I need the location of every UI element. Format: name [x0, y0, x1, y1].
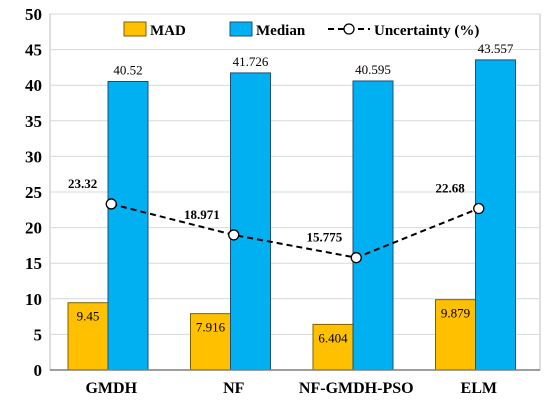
legend-marker-uncertainty [343, 23, 355, 35]
y-tick-label-30: 30 [25, 147, 42, 166]
y-tick-label-45: 45 [25, 41, 42, 60]
y-tick-label-0: 0 [34, 361, 43, 380]
data-labels: 9.45 40.52 7.916 41.726 6.404 40.595 9.879 43.5… [68, 41, 514, 346]
label-median-elm: 43.557 [478, 41, 514, 56]
bar-mad-elm [435, 299, 476, 371]
label-mad-elm: 9.879 [441, 306, 470, 321]
y-tick-label-20: 20 [25, 219, 42, 238]
bars [67, 59, 516, 371]
uncertainty-series-line [111, 202, 480, 259]
legend-label-mad: MAD [150, 23, 186, 39]
label-uncertainty-nf-gmdh-pso: 15.775 [307, 230, 343, 245]
bar-mad-nf [190, 313, 231, 371]
label-mad-nf-gmdh-pso: 6.404 [318, 330, 348, 345]
y-tick-label-5: 5 [34, 325, 43, 344]
label-uncertainty-nf: 18.971 [184, 207, 220, 222]
x-tick-label-nf-gmdh-pso: NF-GMDH-PSO [299, 380, 414, 397]
legend-label-uncertainty: Uncertainty (%) [374, 23, 479, 39]
legend-swatch-mad [123, 21, 147, 37]
y-tick-label-25: 25 [25, 183, 42, 202]
y-tick-label-10: 10 [25, 290, 42, 309]
uncertainty-point-nf-gmdh-pso [350, 252, 362, 264]
legend: MAD Median Uncertainty (%) [123, 21, 479, 39]
label-mad-nf: 7.916 [196, 320, 226, 335]
legend-swatch-median [229, 21, 253, 37]
label-uncertainty-elm: 22.68 [436, 181, 466, 196]
bar-median-elm [475, 59, 516, 371]
uncertainty-line [105, 198, 485, 264]
bar-mad-gmdh [67, 302, 109, 371]
uncertainty-point-gmdh [105, 198, 117, 210]
y-tick-label-35: 35 [25, 112, 42, 131]
uncertainty-point-elm [473, 202, 485, 215]
bar-mad-nf-gmdh-pso [312, 323, 354, 371]
legend-label-median: Median [256, 23, 306, 39]
label-mad-gmdh: 9.45 [77, 309, 100, 324]
bar-median-nf [230, 72, 271, 371]
y-tick-label-50: 50 [25, 5, 42, 24]
x-tick-label-elm: ELM [461, 380, 497, 397]
label-median-nf: 41.726 [233, 54, 269, 69]
y-tick-label-40: 40 [25, 76, 42, 95]
y-tick-label-15: 15 [25, 254, 42, 273]
axes: 0 5 10 15 20 25 30 35 40 45 50 GMDH NF NF-GMDH-PSO ELM [25, 5, 540, 397]
bar-median-nf-gmdh-pso [352, 80, 394, 371]
label-median-gmdh: 40.52 [113, 62, 142, 77]
x-tick-label-gmdh: GMDH [85, 380, 137, 397]
x-tick-label-nf: NF [223, 380, 245, 397]
bar-median-gmdh [107, 80, 149, 371]
label-uncertainty-gmdh: 23.32 [68, 176, 97, 191]
uncertainty-point-nf [228, 229, 240, 241]
label-median-nf-gmdh-pso: 40.595 [355, 62, 391, 77]
